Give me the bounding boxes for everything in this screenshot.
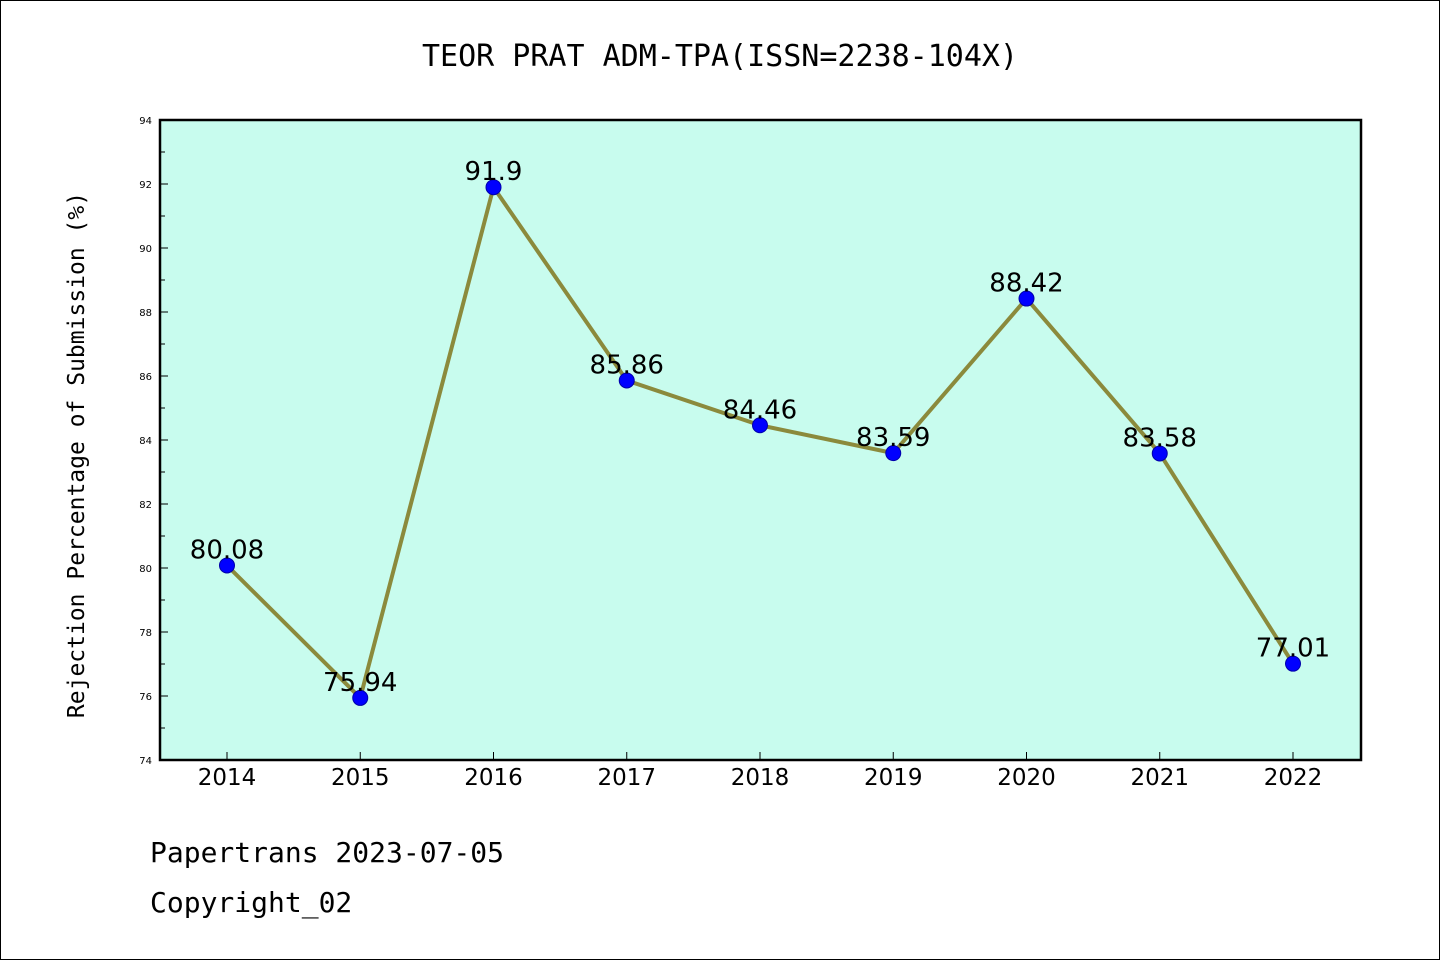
data-labels: 80.08 75.94 91.9 85.86 84.46 83.59 88.42 83.58 7… — [190, 157, 1330, 698]
y-axis-title: Rejection Percentage of Submission (%) — [64, 192, 90, 718]
data-point — [752, 417, 768, 434]
y-tick-label: 84 — [139, 436, 152, 447]
data-label: 91.9 — [465, 157, 523, 187]
x-tick-label: 2019 — [864, 765, 923, 791]
x-tick-label: 2014 — [198, 765, 257, 791]
data-label: 83.59 — [856, 423, 930, 453]
data-label: 83.58 — [1123, 423, 1197, 453]
y-tick-label: 88 — [139, 308, 152, 319]
data-point — [352, 689, 369, 706]
y-tick-label: 80 — [139, 564, 152, 575]
x-tick-label: 2020 — [997, 765, 1056, 791]
data-label: 77.01 — [1256, 634, 1330, 664]
x-axis: 2014 2015 2016 2017 2018 2019 2020 2021 2022 — [198, 752, 1323, 791]
data-label: 88.42 — [989, 269, 1063, 299]
data-point — [1151, 445, 1168, 462]
data-label: 80.08 — [190, 535, 264, 565]
x-tick-label: 2015 — [331, 765, 390, 791]
x-tick-label: 2018 — [731, 765, 790, 791]
y-tick-label: 76 — [139, 692, 152, 703]
y-tick-label: 94 — [139, 116, 152, 127]
data-point — [1285, 655, 1301, 672]
footer-copyright: Copyright_02 — [150, 886, 353, 919]
y-tick-label: 74 — [139, 756, 152, 767]
x-tick-label: 2016 — [464, 765, 523, 791]
chart-title: TEOR PRAT ADM-TPA(ISSN=2238-104X) — [422, 39, 1018, 74]
data-point — [885, 445, 902, 462]
y-tick-label: 78 — [139, 628, 152, 639]
data-points — [219, 179, 1301, 706]
data-label: 85.86 — [590, 350, 664, 380]
y-tick-label: 90 — [139, 244, 152, 255]
y-tick-label: 92 — [139, 180, 152, 191]
data-label: 75.94 — [323, 668, 397, 698]
data-point — [485, 179, 502, 196]
x-tick-label: 2021 — [1130, 765, 1189, 791]
plot-area — [158, 118, 1363, 762]
footer-source: Papertrans 2023-07-05 — [150, 836, 505, 869]
x-tick-label: 2017 — [597, 765, 656, 791]
y-tick-label: 86 — [139, 372, 152, 383]
y-axis: 74 76 78 80 82 84 86 88 90 92 94 — [139, 116, 168, 767]
data-label: 84.46 — [723, 395, 797, 425]
data-point — [1018, 290, 1035, 307]
data-point — [219, 557, 235, 574]
x-tick-label: 2022 — [1264, 765, 1323, 791]
data-point — [618, 372, 635, 389]
y-tick-label: 82 — [139, 500, 152, 511]
